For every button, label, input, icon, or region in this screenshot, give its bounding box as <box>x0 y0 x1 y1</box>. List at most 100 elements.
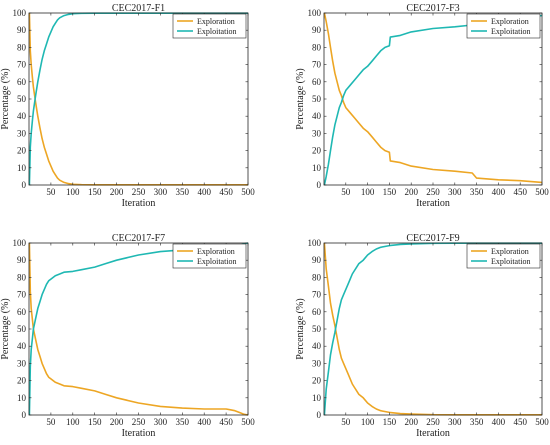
y-tick-label: 80 <box>17 42 27 52</box>
y-tick-label: 60 <box>312 307 322 317</box>
y-tick-label: 90 <box>17 255 27 265</box>
chart-panel: 50 100 150 200 250 300 350 400 450 500 0 10 20 30 40 50… <box>0 233 255 439</box>
y-tick-label: 20 <box>17 376 27 386</box>
y-tick-label: 70 <box>17 60 27 70</box>
y-tick-label: 50 <box>312 324 322 334</box>
x-tick-label: 100 <box>361 187 375 197</box>
x-tick-label: 200 <box>404 417 418 427</box>
y-tick-label: 70 <box>312 290 322 300</box>
y-tick-label: 100 <box>308 8 322 18</box>
y-tick-label: 0 <box>317 410 322 420</box>
y-tick-label: 30 <box>312 358 322 368</box>
x-tick-label: 300 <box>448 417 462 427</box>
series-line-exploration <box>28 242 249 416</box>
y-tick-label: 0 <box>22 180 27 190</box>
x-tick-label: 100 <box>66 417 80 427</box>
series-line-exploration <box>323 12 543 184</box>
y-tick-label: 100 <box>13 238 27 248</box>
legend-box <box>172 13 247 39</box>
y-axis-label: Percentage (%) <box>0 68 11 129</box>
y-tick-label: 100 <box>13 8 27 18</box>
x-tick-label: 50 <box>341 417 351 427</box>
x-axis-label: Iteration <box>416 198 450 209</box>
x-tick-label: 100 <box>66 187 80 197</box>
x-tick-label: 200 <box>404 187 418 197</box>
chart-panel: 50 100 150 200 250 300 350 400 450 500 0 10 20 30 40 50… <box>295 3 549 209</box>
y-axis-label: Percentage (%) <box>295 68 306 129</box>
axes-frame <box>28 242 249 416</box>
y-tick-label: 60 <box>17 307 27 317</box>
y-tick-label: 10 <box>17 163 27 173</box>
y-tick-label: 40 <box>312 341 322 351</box>
chart-title: CEC2017-F1 <box>112 3 165 14</box>
series-line-exploration <box>28 12 248 186</box>
x-tick-label: 450 <box>513 187 527 197</box>
y-tick-label: 0 <box>317 180 322 190</box>
x-axis-label: Iteration <box>122 428 156 439</box>
y-tick-label: 50 <box>17 94 27 104</box>
x-tick-label: 50 <box>341 187 351 197</box>
x-tick-label: 200 <box>110 417 124 427</box>
x-tick-label: 450 <box>219 187 233 197</box>
chart-panel: 50 100 150 200 250 300 350 400 450 500 0 10 20 30 40 50… <box>0 3 255 209</box>
y-tick-label: 10 <box>312 393 322 403</box>
legend-entry: Exploitation <box>491 257 531 266</box>
y-tick-label: 80 <box>312 42 322 52</box>
series-line-exploitation <box>28 242 249 416</box>
chart-title: CEC2017-F9 <box>406 233 459 244</box>
legend-box <box>172 243 247 269</box>
y-tick-label: 20 <box>312 146 322 156</box>
y-tick-label: 30 <box>17 128 27 138</box>
y-tick-label: 40 <box>17 111 27 121</box>
x-tick-label: 500 <box>535 417 549 427</box>
series-line-exploitation <box>28 12 248 186</box>
x-tick-label: 450 <box>513 417 527 427</box>
y-tick-label: 20 <box>312 376 322 386</box>
y-tick-label: 40 <box>312 111 322 121</box>
chart-panel: 50 100 150 200 250 300 350 400 450 500 0 10 20 30 40 50… <box>295 233 549 439</box>
y-tick-label: 10 <box>17 393 27 403</box>
legend-entry: Exploration <box>197 17 235 26</box>
x-tick-label: 250 <box>426 187 440 197</box>
y-tick-label: 20 <box>17 146 27 156</box>
x-tick-label: 350 <box>176 187 190 197</box>
x-axis-label: Iteration <box>416 428 450 439</box>
y-tick-label: 90 <box>312 25 322 35</box>
y-tick-label: 100 <box>308 238 322 248</box>
x-tick-label: 150 <box>383 417 397 427</box>
x-tick-label: 250 <box>132 417 146 427</box>
x-tick-label: 500 <box>535 187 549 197</box>
legend-box <box>466 243 541 269</box>
axes-frame <box>323 12 543 186</box>
legend-box <box>466 13 541 39</box>
x-tick-label: 150 <box>88 417 102 427</box>
x-tick-label: 500 <box>241 417 255 427</box>
legend-entry: Exploration <box>491 17 529 26</box>
x-tick-label: 450 <box>219 417 233 427</box>
x-tick-label: 100 <box>361 417 375 427</box>
x-tick-label: 150 <box>383 187 397 197</box>
x-tick-label: 300 <box>154 187 168 197</box>
x-tick-label: 250 <box>426 417 440 427</box>
y-tick-label: 90 <box>312 255 322 265</box>
legend-entry: Exploitation <box>491 27 531 36</box>
x-tick-label: 150 <box>88 187 102 197</box>
x-tick-label: 400 <box>197 417 211 427</box>
y-tick-label: 10 <box>312 163 322 173</box>
y-tick-label: 50 <box>312 94 322 104</box>
chart-title: CEC2017-F3 <box>406 3 459 14</box>
x-tick-label: 500 <box>241 187 255 197</box>
y-tick-label: 80 <box>312 272 322 282</box>
x-tick-label: 400 <box>492 417 506 427</box>
y-tick-label: 0 <box>22 410 27 420</box>
legend-entry: Exploitation <box>197 27 237 36</box>
y-tick-label: 60 <box>312 77 322 87</box>
y-tick-label: 80 <box>17 272 27 282</box>
x-tick-label: 300 <box>448 187 462 197</box>
y-tick-label: 30 <box>312 128 322 138</box>
